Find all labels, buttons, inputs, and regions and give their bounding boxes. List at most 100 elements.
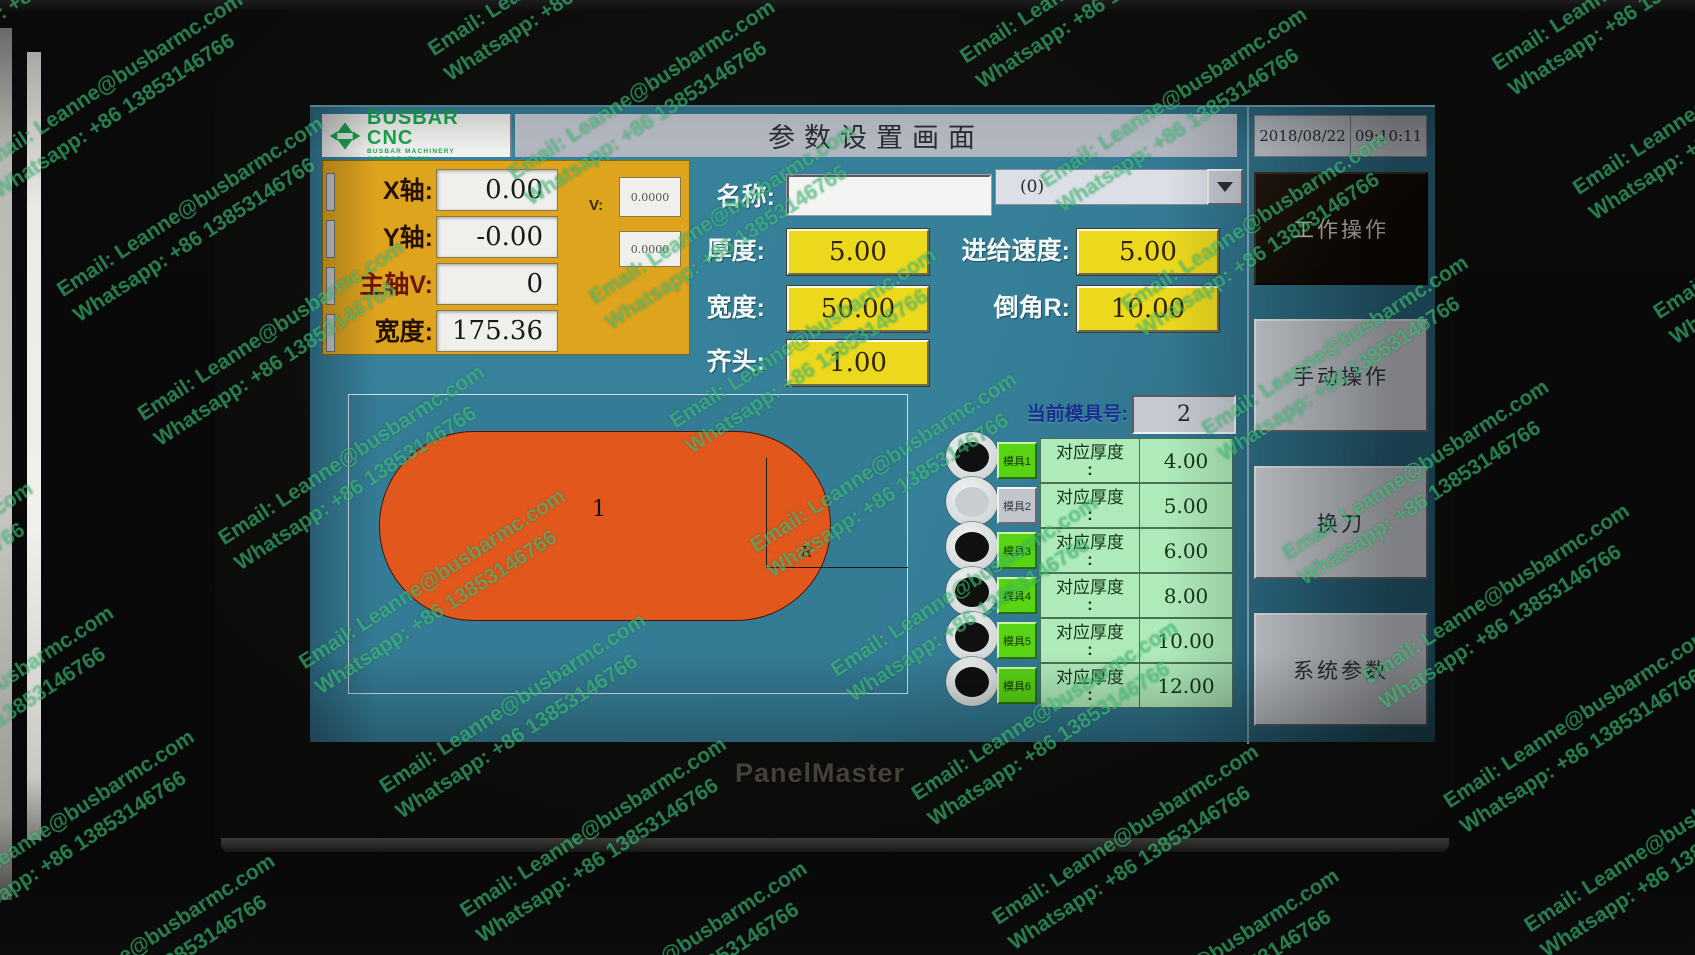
spindle-v-label: V:: [589, 197, 604, 214]
axis-indicator-bar-width: [326, 314, 335, 352]
workpiece-number: 1: [592, 497, 606, 522]
mold-5-indicator-lamp: [946, 612, 998, 661]
thickness-label-colon: :: [1087, 460, 1093, 479]
thickness-label-text: 对应厚度: [1056, 443, 1124, 462]
mold-4-button[interactable]: 模具4: [997, 577, 1037, 614]
dropdown-arrow-button[interactable]: [1207, 169, 1243, 205]
mold-1-button[interactable]: 模具1: [997, 442, 1037, 479]
mold-6-lamp-dot: [955, 666, 989, 697]
current-mold-value: 2: [1132, 395, 1236, 434]
mold-6-thickness-label: 对应厚度 :: [1040, 663, 1140, 708]
mold-2-thickness-label: 对应厚度 :: [1040, 483, 1140, 528]
mold-3-thickness-value[interactable]: 6.00: [1139, 528, 1233, 573]
mold-1-thickness-label: 对应厚度 :: [1040, 438, 1140, 483]
axis-value-x: 0.00: [436, 169, 558, 211]
panel-edge-highlight: [27, 52, 41, 840]
thickness-label-text: 对应厚度: [1056, 488, 1124, 507]
axis-label-y: Y轴:: [382, 224, 433, 252]
feedrate-label: 进给速度:: [961, 237, 1070, 265]
screen-title-bar: 参数设置画面: [515, 114, 1237, 157]
name-dropdown-value[interactable]: (0): [995, 169, 1207, 205]
mold-6-thickness-value[interactable]: 12.00: [1139, 663, 1233, 708]
mold-5-lamp-dot: [955, 621, 989, 652]
mold-1-thickness-value[interactable]: 4.00: [1139, 438, 1233, 483]
name-dropdown[interactable]: (0): [995, 169, 1243, 205]
mold-1-indicator-lamp: [946, 432, 998, 481]
panel-edge-strip: [0, 28, 12, 900]
current-mold-label: 当前模具号:: [1026, 404, 1128, 425]
thickness-label-colon: :: [1087, 550, 1093, 569]
chevron-down-icon: [1217, 182, 1233, 192]
mold-6-indicator-lamp: [946, 657, 998, 706]
thickness-field[interactable]: 5.00: [786, 228, 930, 276]
workpiece-shape: [379, 431, 831, 621]
chamfer-r-field[interactable]: 10.00: [1076, 285, 1220, 333]
v-value-box-2: 0.0000: [619, 231, 681, 267]
axis-panel: X轴: Y轴: 主轴V: 宽度: 0.00 -0.00 0 175.36 V: …: [322, 160, 690, 355]
nav-manual-operation[interactable]: 手动操作: [1254, 319, 1428, 432]
thickness-label-colon: :: [1087, 595, 1093, 614]
mold-4-thickness-label: 对应厚度 :: [1040, 573, 1140, 618]
corner-radius-marker: R: [766, 458, 908, 568]
thickness-label-text: 对应厚度: [1056, 623, 1124, 642]
nav-tool-change[interactable]: 换刀: [1254, 466, 1428, 579]
nav-system-params[interactable]: 系统参数: [1254, 613, 1428, 726]
mold-5-thickness-value[interactable]: 10.00: [1139, 618, 1233, 663]
busbar-logo-icon: [329, 121, 361, 150]
logo-subtitle: BUSBAR MACHINERY CORPORATION: [367, 147, 455, 163]
mold-2-button[interactable]: 模具2: [997, 487, 1037, 524]
radius-label: R: [801, 543, 813, 561]
bezel-bottom-edge: [221, 838, 1449, 852]
v-value-box-1: 0.0000: [619, 177, 681, 217]
thickness-label-text: 对应厚度: [1056, 578, 1124, 597]
axis-value-spindle-v: 0: [436, 263, 558, 305]
axis-label-width: 宽度:: [374, 318, 433, 346]
mold-4-thickness-value[interactable]: 8.00: [1139, 573, 1233, 618]
align-head-label: 齐头:: [706, 348, 765, 376]
mold-3-lamp-dot: [955, 531, 989, 562]
thickness-label-colon: :: [1087, 685, 1093, 704]
axis-indicator-bar-x: [326, 173, 335, 211]
logo-text: BUSBAR CNC BUSBAR MACHINERY CORPORATION: [367, 108, 504, 164]
nav-divider: [1247, 107, 1249, 744]
axis-indicator-bar-y: [326, 220, 335, 258]
logo-box: BUSBAR CNC BUSBAR MACHINERY CORPORATION: [322, 108, 512, 163]
thickness-label-colon: :: [1087, 505, 1093, 524]
mold-2-lamp-dot: [955, 486, 989, 517]
workpiece-drawing-area: R 1: [348, 394, 908, 694]
hmi-screen: BUSBAR CNC BUSBAR MACHINERY CORPORATION …: [310, 105, 1435, 744]
mold-3-indicator-lamp: [946, 522, 998, 571]
axis-value-y: -0.00: [436, 216, 558, 258]
name-input[interactable]: [787, 175, 991, 215]
panelmaster-brand: PanelMaster: [734, 758, 906, 788]
mold-3-button[interactable]: 模具3: [997, 532, 1037, 569]
align-head-field[interactable]: 1.00: [786, 339, 930, 387]
mold-2-thickness-value[interactable]: 5.00: [1139, 483, 1233, 528]
width-field[interactable]: 50.00: [786, 285, 930, 333]
mold-6-button[interactable]: 模具6: [997, 667, 1037, 704]
feedrate-field[interactable]: 5.00: [1076, 228, 1220, 276]
name-label: 名称:: [716, 183, 775, 211]
mold-2-indicator-lamp: [946, 477, 998, 526]
thickness-label-colon: :: [1087, 640, 1093, 659]
mold-5-button[interactable]: 模具5: [997, 622, 1037, 659]
thickness-label: 厚度:: [706, 237, 765, 265]
thickness-label-text: 对应厚度: [1056, 533, 1124, 552]
mold-3-thickness-label: 对应厚度 :: [1040, 528, 1140, 573]
mold-5-thickness-label: 对应厚度 :: [1040, 618, 1140, 663]
mold-4-indicator-lamp: [946, 567, 998, 616]
axis-indicator-bar-spindle: [326, 267, 335, 305]
axis-value-width: 175.36: [436, 310, 558, 352]
width-label: 宽度:: [706, 294, 765, 322]
nav-work-operation[interactable]: 工作操作: [1254, 172, 1428, 285]
axis-label-spindle-v: 主轴V:: [359, 271, 433, 299]
